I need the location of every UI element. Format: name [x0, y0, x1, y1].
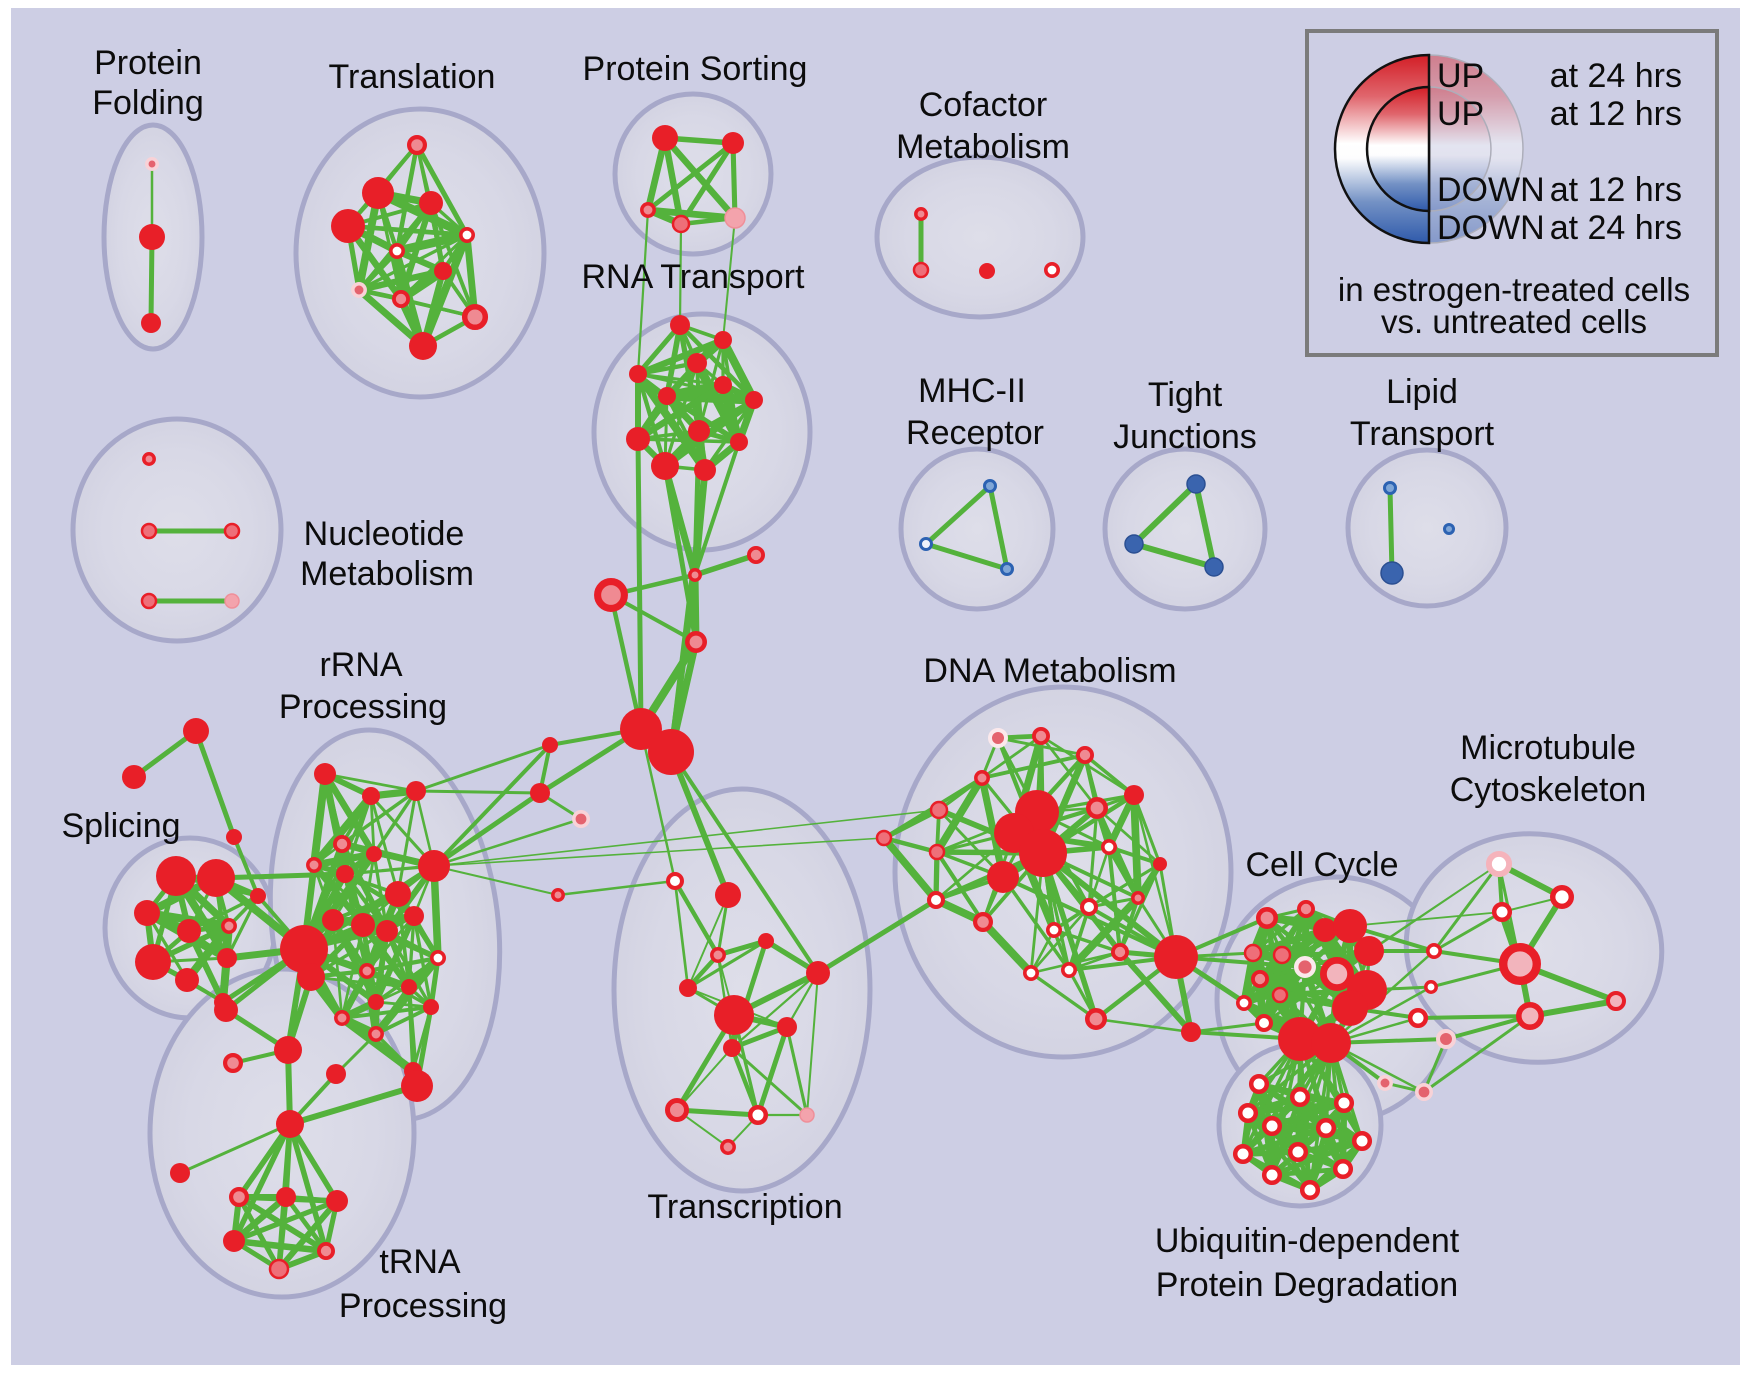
svg-text:Protein: Protein [94, 44, 202, 82]
svg-text:Transcription: Transcription [647, 1188, 842, 1226]
svg-text:at 24 hrs: at 24 hrs [1550, 209, 1682, 247]
svg-text:Nucleotide: Nucleotide [304, 515, 465, 553]
svg-text:at 24 hrs: at 24 hrs [1550, 57, 1682, 95]
svg-text:Metabolism: Metabolism [896, 128, 1070, 166]
svg-text:UP: UP [1437, 57, 1484, 95]
svg-text:Receptor: Receptor [906, 414, 1044, 452]
svg-text:Junctions: Junctions [1113, 418, 1257, 456]
svg-text:DNA Metabolism: DNA Metabolism [923, 652, 1176, 690]
svg-text:Cytoskeleton: Cytoskeleton [1450, 771, 1647, 809]
svg-text:Microtubule: Microtubule [1460, 729, 1636, 767]
svg-text:Processing: Processing [339, 1287, 507, 1325]
svg-text:Processing: Processing [279, 688, 447, 726]
svg-text:Protein Degradation: Protein Degradation [1156, 1266, 1458, 1304]
svg-text:RNA Transport: RNA Transport [582, 258, 806, 296]
svg-text:Folding: Folding [92, 84, 204, 122]
svg-text:Cell Cycle: Cell Cycle [1245, 846, 1398, 884]
svg-text:Transport: Transport [1350, 415, 1495, 453]
svg-text:Protein Sorting: Protein Sorting [583, 50, 808, 88]
svg-text:tRNA: tRNA [379, 1243, 461, 1281]
svg-text:Tight: Tight [1148, 376, 1223, 414]
svg-text:Splicing: Splicing [61, 807, 180, 845]
svg-text:Lipid: Lipid [1386, 373, 1458, 411]
svg-text:at 12 hrs: at 12 hrs [1550, 95, 1682, 133]
svg-text:rRNA: rRNA [319, 646, 402, 684]
svg-text:Metabolism: Metabolism [300, 555, 474, 593]
svg-text:Cofactor: Cofactor [919, 86, 1048, 124]
svg-text:DOWN: DOWN [1437, 171, 1545, 209]
svg-text:at 12 hrs: at 12 hrs [1550, 171, 1682, 209]
svg-text:DOWN: DOWN [1437, 209, 1545, 247]
svg-text:in estrogen-treated cells: in estrogen-treated cells [1338, 271, 1690, 308]
svg-text:vs. untreated cells: vs. untreated cells [1381, 303, 1647, 340]
svg-text:UP: UP [1437, 95, 1484, 133]
svg-text:Ubiquitin-dependent: Ubiquitin-dependent [1155, 1222, 1460, 1260]
svg-text:MHC-II: MHC-II [918, 372, 1026, 410]
svg-text:Translation: Translation [329, 58, 496, 96]
